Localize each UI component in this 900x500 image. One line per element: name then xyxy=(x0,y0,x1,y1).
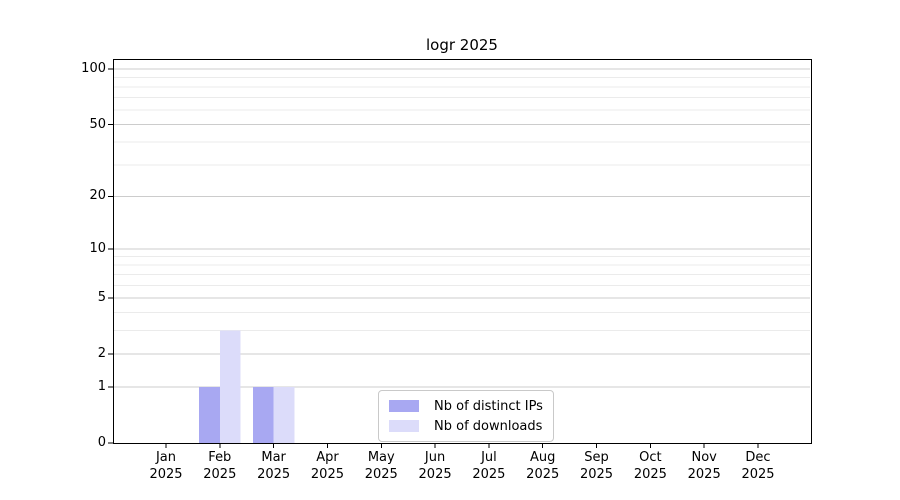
x-tick-label-apr: Apr 2025 xyxy=(295,449,359,483)
month-label: Feb xyxy=(208,450,232,465)
year-label: 2025 xyxy=(579,467,614,482)
y-tick-label-5: 5 xyxy=(97,289,106,305)
y-tick-label-2: 2 xyxy=(97,346,106,361)
month-label: Nov xyxy=(691,450,717,465)
year-label: 2025 xyxy=(687,467,721,482)
month-label: Jan xyxy=(155,450,177,465)
legend-label-downloads: Nb of downloads xyxy=(434,418,543,434)
year-label: 2025 xyxy=(310,467,344,482)
y-tick-label-10: 10 xyxy=(89,240,106,256)
month-label: Jun xyxy=(424,450,446,465)
x-tick-label-mar: Mar 2025 xyxy=(242,449,306,483)
year-label: 2025 xyxy=(472,467,506,482)
x-tick-label-jul: Jul 2025 xyxy=(457,449,521,483)
year-label: 2025 xyxy=(364,467,398,482)
y-tick-label-0: 0 xyxy=(97,435,106,450)
month-label: Dec xyxy=(745,450,771,465)
x-tick-label-jun: Jun 2025 xyxy=(403,449,467,483)
legend-item-downloads: Nb of downloads xyxy=(389,418,543,434)
year-label: 2025 xyxy=(741,467,775,482)
y-tick-label-20: 20 xyxy=(89,188,106,204)
month-label: May xyxy=(367,450,395,465)
year-label: 2025 xyxy=(149,467,183,482)
y-tick-label-100: 100 xyxy=(81,61,106,77)
year-label: 2025 xyxy=(418,467,452,482)
month-label: Sep xyxy=(584,450,609,465)
x-tick-label-sep: Sep 2025 xyxy=(565,449,629,483)
bar-distinct-ips-feb xyxy=(199,386,220,443)
legend: Nb of distinct IPs Nb of downloads xyxy=(378,390,554,442)
x-tick-label-nov: Nov 2025 xyxy=(672,449,736,483)
x-tick-label-jan: Jan 2025 xyxy=(134,449,198,483)
month-label: Oct xyxy=(639,450,662,465)
x-tick-label-dec: Dec 2025 xyxy=(726,449,790,483)
y-tick-label-50: 50 xyxy=(89,116,106,132)
year-label: 2025 xyxy=(257,467,291,482)
x-tick-label-oct: Oct 2025 xyxy=(618,449,682,483)
bar-downloads-feb xyxy=(219,330,241,443)
x-tick-label-aug: Aug 2025 xyxy=(511,449,575,483)
x-tick-label-feb: Feb 2025 xyxy=(188,449,252,483)
legend-label-distinct-ips: Nb of distinct IPs xyxy=(434,398,543,414)
bar-downloads-mar xyxy=(273,386,295,443)
month-label: Apr xyxy=(316,450,339,465)
month-label: Jul xyxy=(481,450,497,465)
y-tick-label-1: 1 xyxy=(97,378,106,394)
bar-distinct-ips-mar xyxy=(252,386,274,443)
month-label: Aug xyxy=(530,450,556,465)
legend-item-distinct-ips: Nb of distinct IPs xyxy=(389,398,543,414)
legend-swatch-downloads xyxy=(389,420,419,432)
x-tick-label-may: May 2025 xyxy=(349,449,413,483)
legend-swatch-distinct-ips xyxy=(389,400,419,412)
chart-title: logr 2025 xyxy=(426,36,498,54)
axes-frame xyxy=(113,59,812,444)
year-label: 2025 xyxy=(633,467,667,482)
year-label: 2025 xyxy=(203,467,237,482)
year-label: 2025 xyxy=(526,467,560,482)
month-label: Mar xyxy=(261,450,286,465)
